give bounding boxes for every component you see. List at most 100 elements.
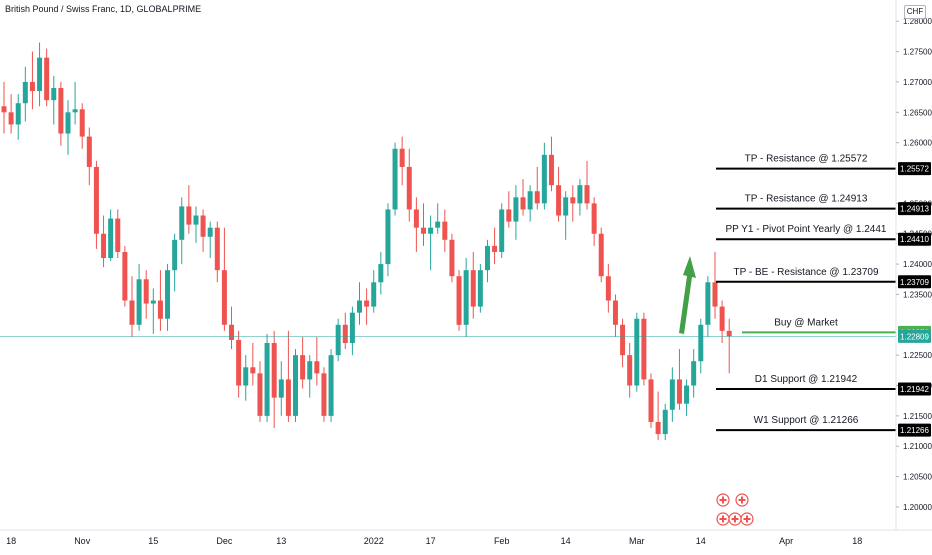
candle[interactable]	[300, 336, 306, 389]
candle[interactable]	[698, 318, 704, 374]
candle[interactable]	[22, 66, 28, 122]
candle[interactable]	[705, 276, 711, 337]
level-support[interactable]: W1 Support @ 1.21266	[716, 415, 896, 432]
candle[interactable]	[314, 336, 320, 386]
candle[interactable]	[456, 270, 462, 331]
candle[interactable]	[364, 288, 370, 325]
candle[interactable]	[463, 258, 469, 337]
candle[interactable]	[293, 349, 299, 422]
candle[interactable]	[442, 209, 448, 252]
level-price-badge[interactable]: 1.24410	[898, 232, 931, 246]
event-flag-icon[interactable]	[740, 512, 754, 526]
candle[interactable]	[335, 318, 341, 362]
candle[interactable]	[556, 166, 562, 222]
candle[interactable]	[406, 148, 412, 222]
last-price-badge[interactable]: 1.22809	[898, 329, 931, 343]
candle[interactable]	[193, 206, 199, 243]
candle[interactable]	[264, 333, 270, 422]
candle[interactable]	[285, 330, 291, 422]
level-resistance[interactable]: TP - BE - Resistance @ 1.23709	[716, 267, 896, 283]
candle[interactable]	[691, 349, 697, 398]
candle[interactable]	[51, 75, 57, 125]
level-support[interactable]: D1 Support @ 1.21942	[716, 374, 896, 391]
candle[interactable]	[115, 209, 121, 259]
candle[interactable]	[271, 330, 277, 429]
candle[interactable]	[229, 306, 235, 350]
candle[interactable]	[470, 251, 476, 319]
candle[interactable]	[93, 160, 99, 249]
candle[interactable]	[513, 185, 519, 240]
candle[interactable]	[413, 197, 419, 252]
candle[interactable]	[392, 142, 398, 216]
candle[interactable]	[1, 81, 7, 134]
candle[interactable]	[541, 142, 547, 210]
candle[interactable]	[29, 51, 35, 110]
level-price-badge[interactable]: 1.25572	[898, 162, 931, 176]
candle[interactable]	[477, 264, 483, 313]
candle[interactable]	[86, 127, 92, 186]
candle[interactable]	[44, 48, 50, 107]
level-price-badge[interactable]: 1.21942	[898, 382, 931, 396]
candle[interactable]	[37, 42, 43, 107]
candle[interactable]	[342, 312, 348, 350]
candle[interactable]	[492, 227, 498, 265]
candle[interactable]	[349, 306, 355, 356]
candle[interactable]	[634, 312, 640, 392]
candle[interactable]	[257, 361, 263, 422]
candle[interactable]	[669, 367, 675, 422]
candle[interactable]	[79, 103, 85, 149]
candle[interactable]	[207, 221, 213, 259]
candle[interactable]	[101, 215, 107, 268]
candle[interactable]	[484, 239, 490, 283]
candle[interactable]	[428, 215, 434, 271]
candle[interactable]	[200, 209, 206, 252]
level-price-badge[interactable]: 1.21266	[898, 423, 931, 437]
candle[interactable]	[236, 330, 242, 398]
candle[interactable]	[221, 227, 227, 331]
candle[interactable]	[65, 100, 71, 155]
candle[interactable]	[179, 197, 185, 265]
candle[interactable]	[548, 136, 554, 192]
candle[interactable]	[712, 251, 718, 319]
candle[interactable]	[620, 318, 626, 368]
candle[interactable]	[563, 191, 569, 240]
level-resistance[interactable]: TP - Resistance @ 1.24913	[716, 194, 896, 210]
candle[interactable]	[328, 349, 334, 422]
event-flag-icon[interactable]	[716, 512, 730, 526]
candle[interactable]	[506, 191, 512, 228]
candle[interactable]	[598, 227, 604, 283]
level-entry[interactable]: Buy @ Market	[742, 317, 896, 334]
candle[interactable]	[591, 197, 597, 246]
candle[interactable]	[165, 264, 171, 331]
candle[interactable]	[378, 251, 384, 295]
candle[interactable]	[612, 294, 618, 337]
candle[interactable]	[684, 379, 690, 416]
candle[interactable]	[499, 203, 505, 259]
candle[interactable]	[420, 203, 426, 246]
candle[interactable]	[570, 185, 576, 222]
candle[interactable]	[108, 209, 114, 262]
candle[interactable]	[307, 355, 313, 398]
candle[interactable]	[371, 270, 377, 313]
event-flag-icon[interactable]	[728, 512, 742, 526]
candle[interactable]	[357, 282, 362, 325]
level-price-badge[interactable]: 1.23709	[898, 275, 931, 289]
event-flag-icon[interactable]	[735, 493, 749, 507]
candle[interactable]	[385, 203, 391, 277]
candle[interactable]	[662, 403, 668, 441]
candle[interactable]	[648, 373, 654, 429]
candle[interactable]	[719, 300, 725, 344]
candle[interactable]	[136, 264, 142, 331]
candle[interactable]	[577, 179, 583, 216]
candle[interactable]	[605, 264, 611, 313]
currency-label[interactable]: CHF	[904, 5, 926, 19]
candle[interactable]	[435, 203, 441, 234]
candle[interactable]	[584, 160, 590, 210]
candle[interactable]	[172, 233, 178, 292]
candle[interactable]	[214, 221, 220, 283]
level-price-badge[interactable]: 1.24913	[898, 202, 931, 216]
candle[interactable]	[58, 81, 64, 146]
level-resistance[interactable]: PP Y1 - Pivot Point Yearly @ 1.2441	[716, 224, 896, 241]
candle[interactable]	[534, 166, 540, 210]
